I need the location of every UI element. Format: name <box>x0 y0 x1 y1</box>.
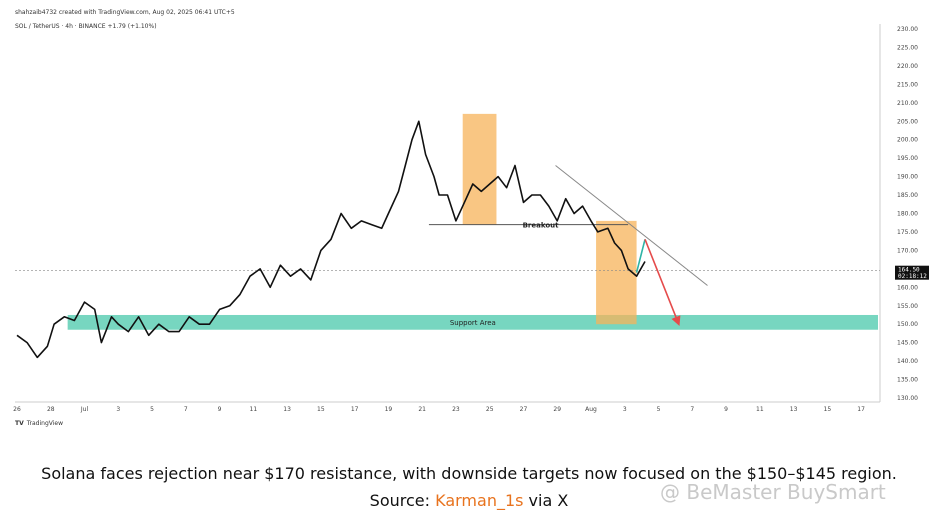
y-tick-label: 180.00 <box>897 211 918 218</box>
y-tick-label: 230.00 <box>897 26 918 33</box>
x-tick-label: 9 <box>218 406 222 413</box>
x-tick-label: 19 <box>385 406 393 413</box>
x-tick-label: 5 <box>150 406 154 413</box>
x-tick-label: 17 <box>857 406 865 413</box>
y-tick-label: 220.00 <box>897 63 918 70</box>
x-tick-label: Jul <box>80 406 89 413</box>
x-tick-label: 11 <box>250 406 258 413</box>
y-tick-label: 210.00 <box>897 100 918 107</box>
x-tick-label: 11 <box>756 406 764 413</box>
y-tick-label: 145.00 <box>897 340 918 347</box>
y-tick-label: 185.00 <box>897 192 918 199</box>
y-tick-label: 140.00 <box>897 358 918 365</box>
x-tick-label: Aug <box>585 406 597 413</box>
y-tick-label: 175.00 <box>897 229 918 236</box>
tradingview-logo: TV TradingView <box>15 420 63 427</box>
breakout-label: Breakout <box>523 222 560 230</box>
price-chart: Support Area Breakout 130.00 135.00 140.00 14… <box>0 0 938 440</box>
source-suffix: via X <box>523 491 568 510</box>
highlight-box-2 <box>596 221 637 324</box>
y-tick-label: 215.00 <box>897 81 918 88</box>
x-tick-label: 17 <box>351 406 359 413</box>
highlight-box-1 <box>463 114 497 225</box>
y-tick-label: 155.00 <box>897 303 918 310</box>
y-tick-label: 170.00 <box>897 247 918 254</box>
y-tick-label: 200.00 <box>897 137 918 144</box>
y-tick-label: 205.00 <box>897 118 918 125</box>
x-tick-label: 5 <box>657 406 661 413</box>
y-tick-label: 150.00 <box>897 321 918 328</box>
chart-area: Support Area Breakout 130.00 135.00 140.00 14… <box>0 0 938 440</box>
chart-header-symbol: SOL / TetherUS · 4h · BINANCE +1.79 (+1.… <box>15 23 157 30</box>
support-area-label: Support Area <box>450 319 496 327</box>
y-tick-label: 135.00 <box>897 377 918 384</box>
y-tick-label: 190.00 <box>897 174 918 181</box>
y-tick-label: 195.00 <box>897 155 918 162</box>
current-price-timer: 02:18:12 <box>898 273 927 280</box>
target-arrow <box>645 239 679 324</box>
tradingview-logo-text: TradingView <box>27 420 63 427</box>
x-tick-label: 23 <box>452 406 460 413</box>
y-tick-label: 130.00 <box>897 395 918 402</box>
y-tick-label: 225.00 <box>897 44 918 51</box>
x-tick-label: 29 <box>553 406 561 413</box>
x-tick-label: 15 <box>317 406 325 413</box>
x-tick-label: 7 <box>184 406 188 413</box>
y-tick-label: 160.00 <box>897 284 918 291</box>
x-tick-label: 9 <box>724 406 728 413</box>
chart-header-attribution: shahzaib4732 created with TradingView.co… <box>15 9 235 16</box>
x-tick-label: 21 <box>418 406 426 413</box>
x-tick-label: 15 <box>824 406 832 413</box>
x-tick-label: 28 <box>47 406 55 413</box>
x-tick-label: 7 <box>690 406 694 413</box>
source-prefix: Source: <box>370 491 435 510</box>
x-tick-label: 3 <box>116 406 120 413</box>
source-link[interactable]: Karman_1s <box>435 491 523 510</box>
x-tick-label: 25 <box>486 406 494 413</box>
x-tick-label: 3 <box>623 406 627 413</box>
tradingview-mark-icon: TV <box>15 420 24 427</box>
x-tick-label: 26 <box>13 406 21 413</box>
watermark: @ BeMaster BuySmart <box>660 480 886 504</box>
x-tick-label: 27 <box>520 406 528 413</box>
x-tick-label: 13 <box>790 406 798 413</box>
x-tick-label: 13 <box>283 406 291 413</box>
